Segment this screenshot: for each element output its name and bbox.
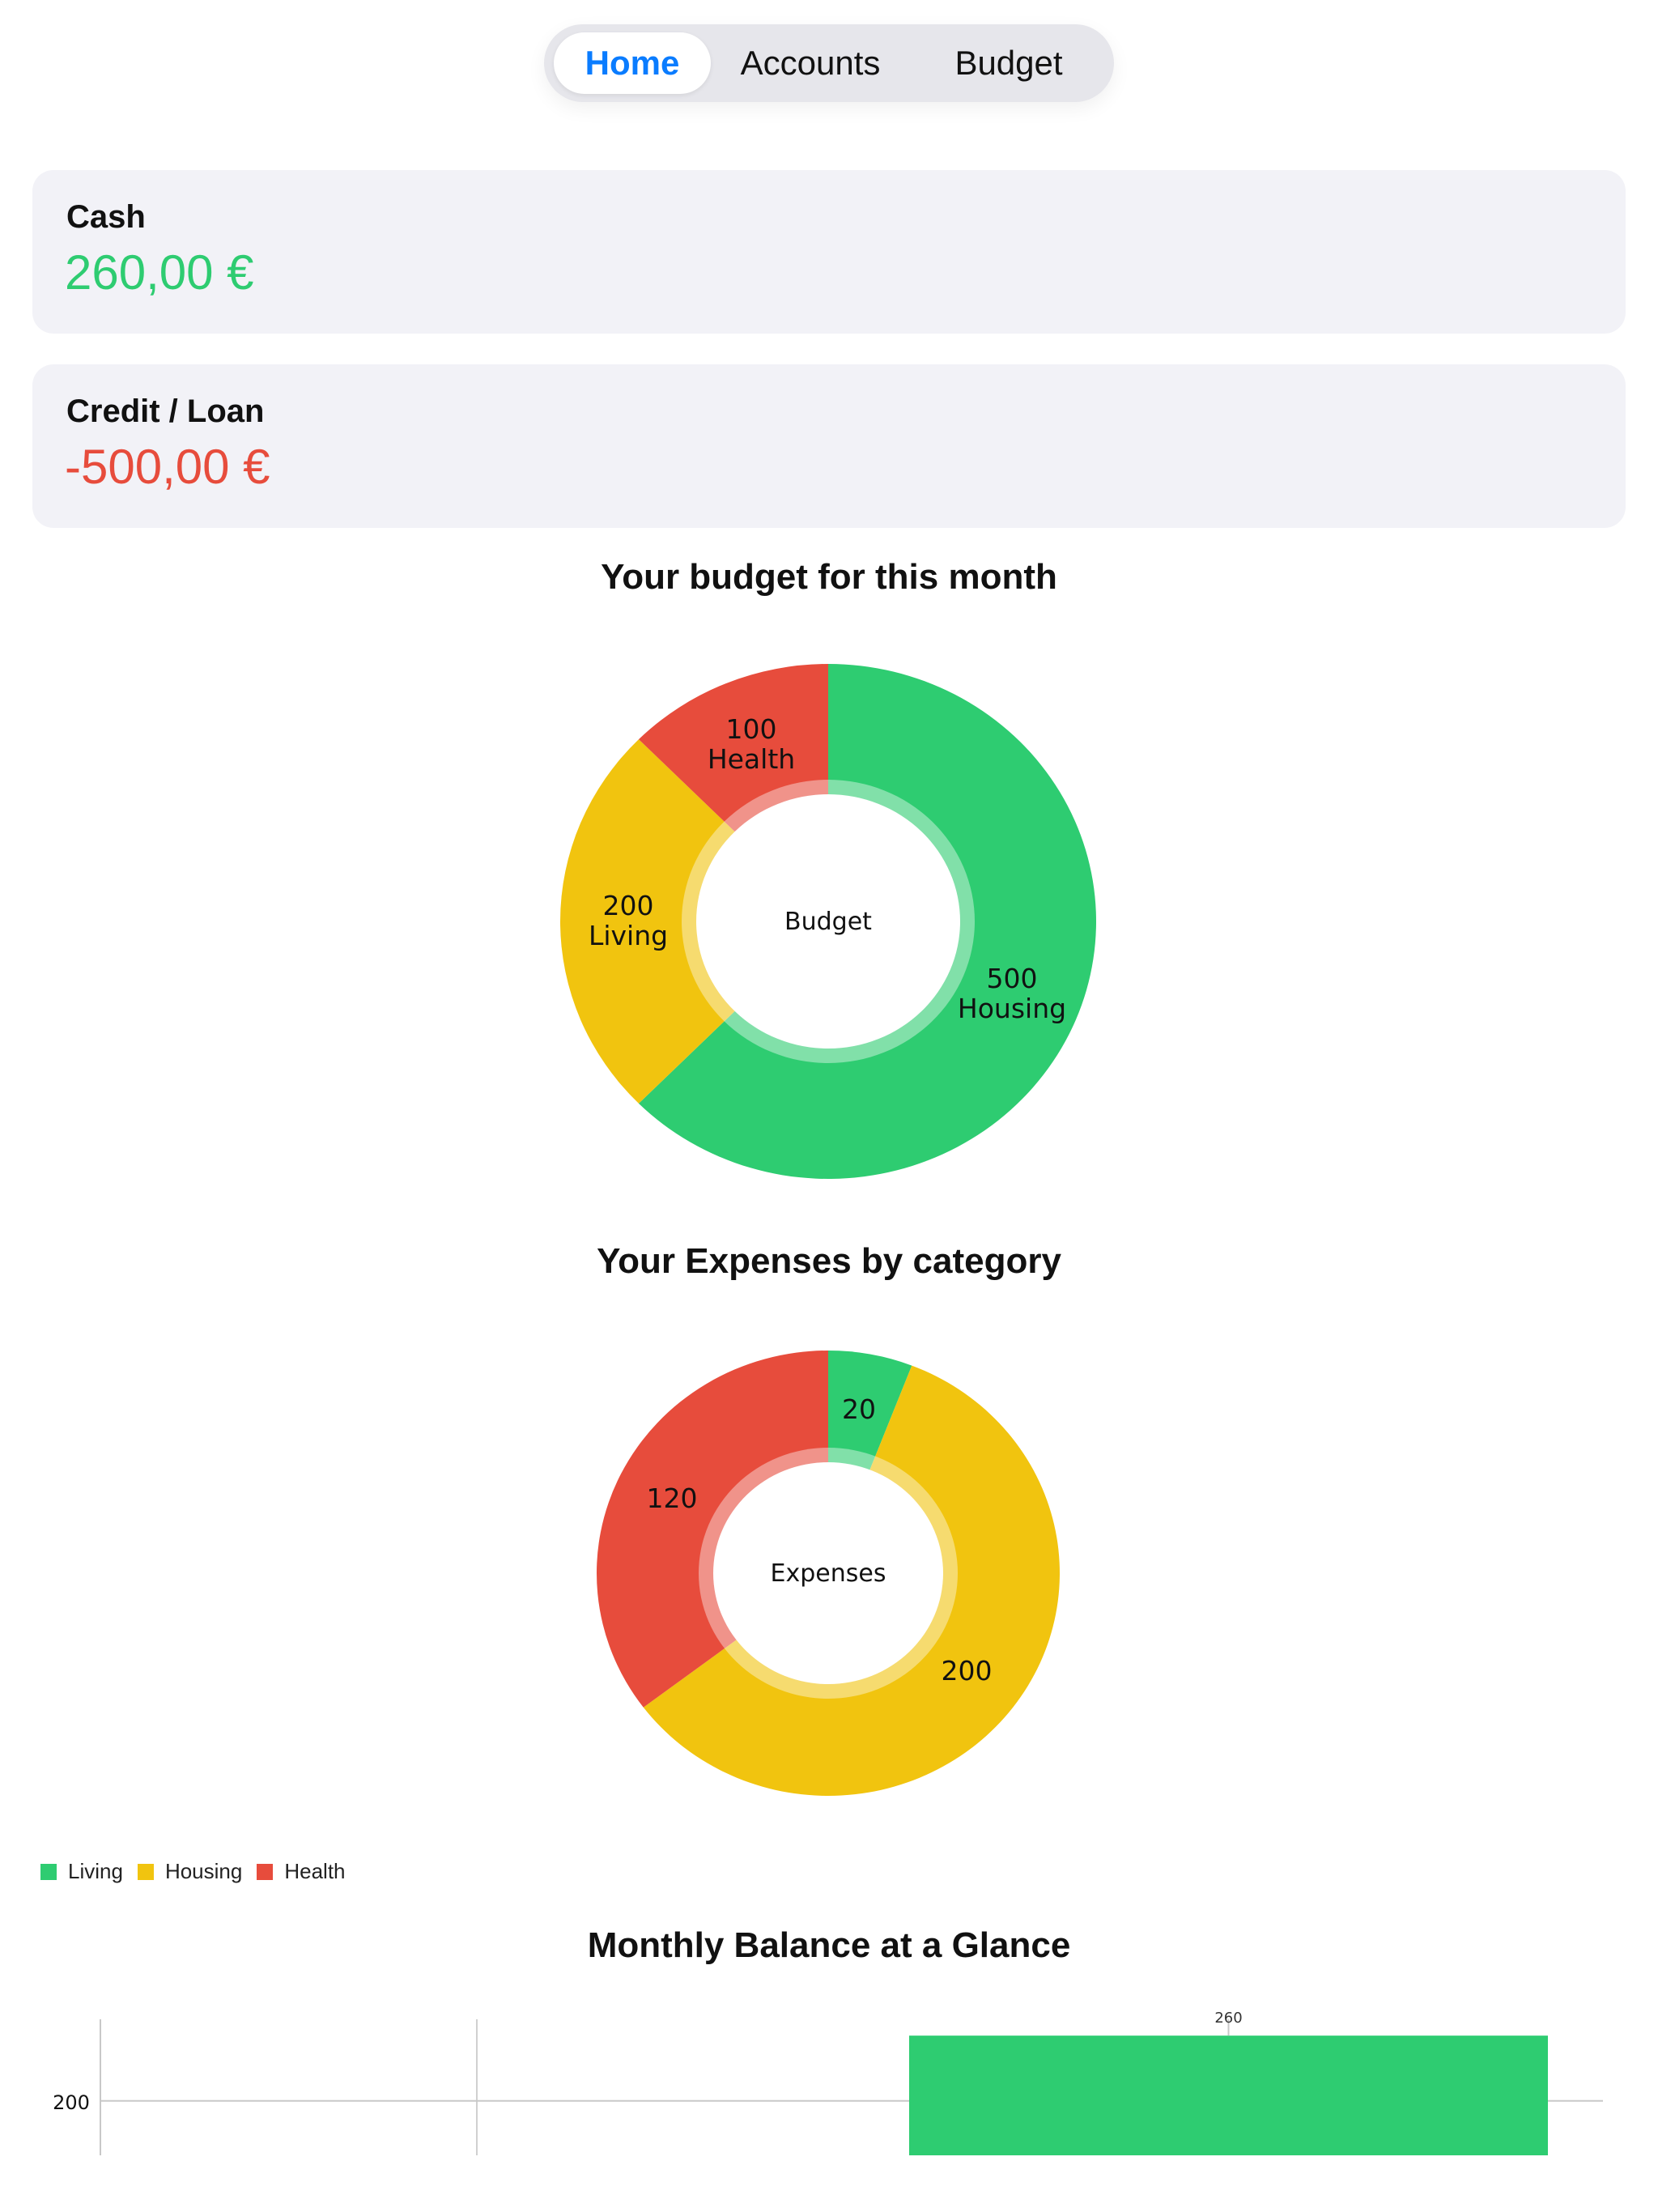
expenses-donut-chart: Expenses 20 200 120 [597, 1351, 1060, 1796]
cash-account-title: Cash [66, 199, 146, 235]
expenses-center-label: Expenses [771, 1559, 886, 1588]
budget-chart-title: Your budget for this month [601, 557, 1057, 597]
budget-center-label: Budget [784, 908, 872, 936]
budget-data-label-housing: 500 Housing [958, 963, 1066, 1024]
credit-loan-account-title: Credit / Loan [66, 393, 265, 429]
credit-loan-account-balance: -500,00 € [65, 440, 270, 494]
credit-loan-account-card[interactable]: Credit / Loan -500,00 € [32, 364, 1626, 528]
legend-label-housing: Housing [164, 1859, 243, 1883]
balance-bar [909, 2035, 1548, 2155]
expenses-chart-title: Your Expenses by category [597, 1241, 1061, 1281]
legend-swatch-housing [137, 1863, 154, 1880]
budget-data-label-health: 100 Health [708, 713, 795, 775]
balance-chart-title: Monthly Balance at a Glance [587, 1925, 1071, 1965]
tab-budget[interactable]: Budget [954, 44, 1063, 82]
legend-label-health: Health [284, 1859, 346, 1883]
legend-item-housing: Housing [137, 1859, 243, 1884]
budget-center-hole [696, 794, 960, 1049]
cash-account-balance: 260,00 € [65, 245, 254, 300]
monthly-balance-bar-chart: 200 260 [53, 2010, 1603, 2155]
cash-account-card[interactable]: Cash 260,00 € [32, 170, 1626, 334]
budget-data-label-living: 200 Living [589, 890, 668, 951]
expenses-data-label-living: 20 [842, 1393, 876, 1425]
tab-home[interactable]: Home [554, 32, 711, 94]
expenses-slice-health [597, 1351, 828, 1708]
legend-swatch-living [40, 1863, 57, 1880]
legend-label-living: Living [68, 1859, 123, 1883]
budget-slice-living [560, 739, 828, 1104]
balance-y-tick-label: 200 [53, 2091, 90, 2114]
legend-item-living: Living [40, 1859, 123, 1884]
expenses-chart-legend: Living Housing Health [40, 1859, 360, 1884]
tab-accounts[interactable]: Accounts [740, 44, 881, 82]
tab-segmented-control: Home Accounts Budget [544, 24, 1114, 102]
expenses-data-label-health: 120 [647, 1482, 698, 1514]
balance-bar-value-label: 260 [1214, 2010, 1242, 2027]
legend-swatch-health [257, 1863, 274, 1880]
legend-item-health: Health [257, 1859, 346, 1884]
budget-donut-chart: Budget 500 Housing 200 Living 100 Health [560, 664, 1096, 1179]
expenses-data-label-housing: 200 [942, 1655, 993, 1687]
expenses-center-hole [713, 1462, 943, 1684]
